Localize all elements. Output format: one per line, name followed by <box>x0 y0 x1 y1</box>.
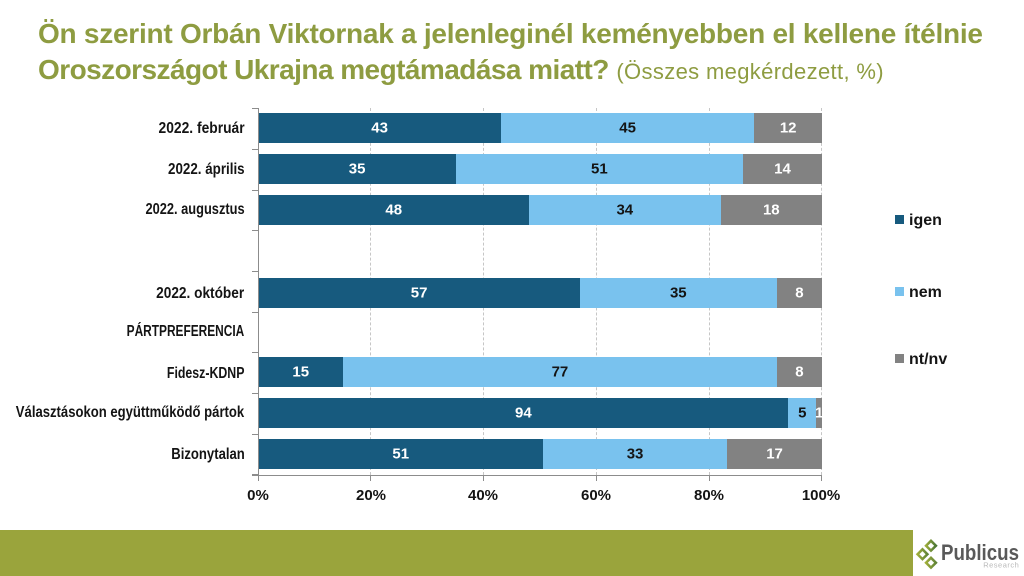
svg-text:Research: Research <box>983 561 1019 570</box>
svg-text:Publicus: Publicus <box>941 540 1019 565</box>
